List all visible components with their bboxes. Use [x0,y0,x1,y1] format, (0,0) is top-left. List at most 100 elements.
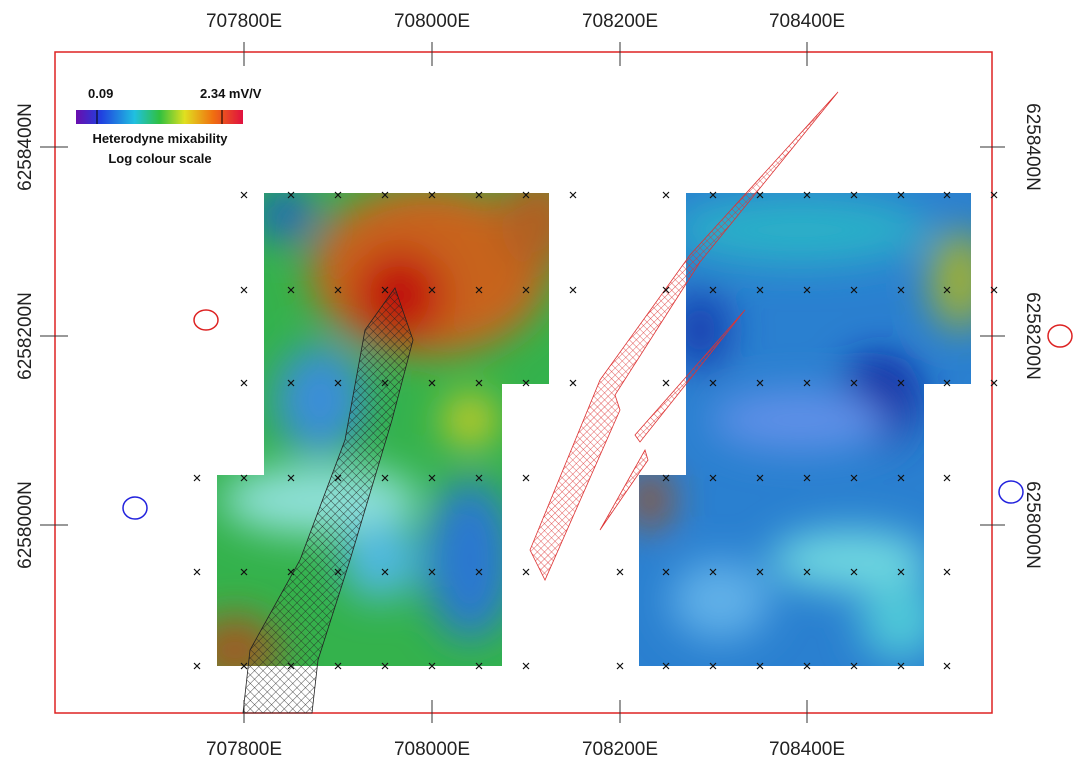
survey-point [943,662,951,670]
survey-point [897,474,905,482]
survey-point [990,286,998,294]
x-axis-label: 707800E [206,739,282,760]
survey-point [240,474,248,482]
survey-point [522,191,530,199]
survey-point [803,191,811,199]
survey-point [662,379,670,387]
x-axis-label: 708200E [582,11,658,32]
y-axis-label: 6258000N [15,481,36,569]
survey-point [616,662,624,670]
legend-subtitle: Log colour scale [108,151,211,166]
survey-point [287,191,295,199]
survey-point [943,474,951,482]
survey-point [475,568,483,576]
survey-point [522,474,530,482]
survey-point [569,286,577,294]
survey-point [475,474,483,482]
hatched-zone [634,309,746,443]
survey-point [897,191,905,199]
survey-point [334,286,342,294]
y-axis-label: 6258400N [1022,103,1043,191]
x-axis-label: 708400E [769,11,845,32]
x-axis-label: 708000E [394,11,470,32]
y-axis-label: 6258200N [1022,292,1043,380]
survey-point [897,286,905,294]
survey-point [616,568,624,576]
survey-point [287,662,295,670]
survey-point [850,286,858,294]
survey-point [803,474,811,482]
marker-circle [998,480,1024,504]
legend: 0.09 2.34 mV/V Heterodyne mixability Log… [76,86,262,166]
survey-point [475,286,483,294]
hatched-zone [242,287,414,714]
heatmap-left [217,193,549,666]
survey-point [662,662,670,670]
heatmap-right [639,193,971,666]
legend-max: 2.34 mV/V [200,86,262,101]
hatched-zone [599,448,649,531]
survey-point [334,662,342,670]
x-axis-label: 708000E [394,739,470,760]
survey-point [756,286,764,294]
survey-point [475,662,483,670]
survey-point [428,286,436,294]
map-frame [54,51,993,714]
survey-point [850,474,858,482]
survey-point [287,568,295,576]
survey-point [943,379,951,387]
x-axis-label: 708400E [769,739,845,760]
survey-point [756,379,764,387]
y-axis-label: 6258400N [15,103,36,191]
survey-point [803,379,811,387]
survey-point [381,474,389,482]
survey-point [569,191,577,199]
survey-point [240,286,248,294]
legend-colorbar [76,110,243,124]
survey-point [709,662,717,670]
legend-min: 0.09 [88,86,113,101]
survey-point [943,286,951,294]
survey-point [662,286,670,294]
survey-point [240,379,248,387]
survey-point [850,568,858,576]
marker-circle [193,309,219,331]
survey-point [240,662,248,670]
survey-point [381,379,389,387]
survey-point [334,474,342,482]
survey-point [756,568,764,576]
survey-point [381,568,389,576]
survey-point [709,191,717,199]
survey-point [381,662,389,670]
survey-point [990,191,998,199]
hatched-zone [529,91,839,581]
survey-point [709,286,717,294]
survey-point [428,191,436,199]
survey-point [662,474,670,482]
survey-point [381,286,389,294]
survey-point [428,568,436,576]
survey-point [756,191,764,199]
survey-point [943,568,951,576]
survey-point [662,568,670,576]
survey-point [475,379,483,387]
survey-point [709,474,717,482]
survey-point [522,379,530,387]
survey-point [240,568,248,576]
survey-point [897,379,905,387]
survey-point [756,474,764,482]
survey-point [334,191,342,199]
survey-point [803,568,811,576]
survey-point [897,662,905,670]
x-axis-label: 708200E [582,739,658,760]
survey-point [287,474,295,482]
survey-point [990,379,998,387]
survey-point [428,379,436,387]
survey-point [522,286,530,294]
survey-point [287,286,295,294]
survey-point [943,191,951,199]
survey-point [850,662,858,670]
survey-point [569,379,577,387]
survey-point [522,662,530,670]
survey-point [334,568,342,576]
